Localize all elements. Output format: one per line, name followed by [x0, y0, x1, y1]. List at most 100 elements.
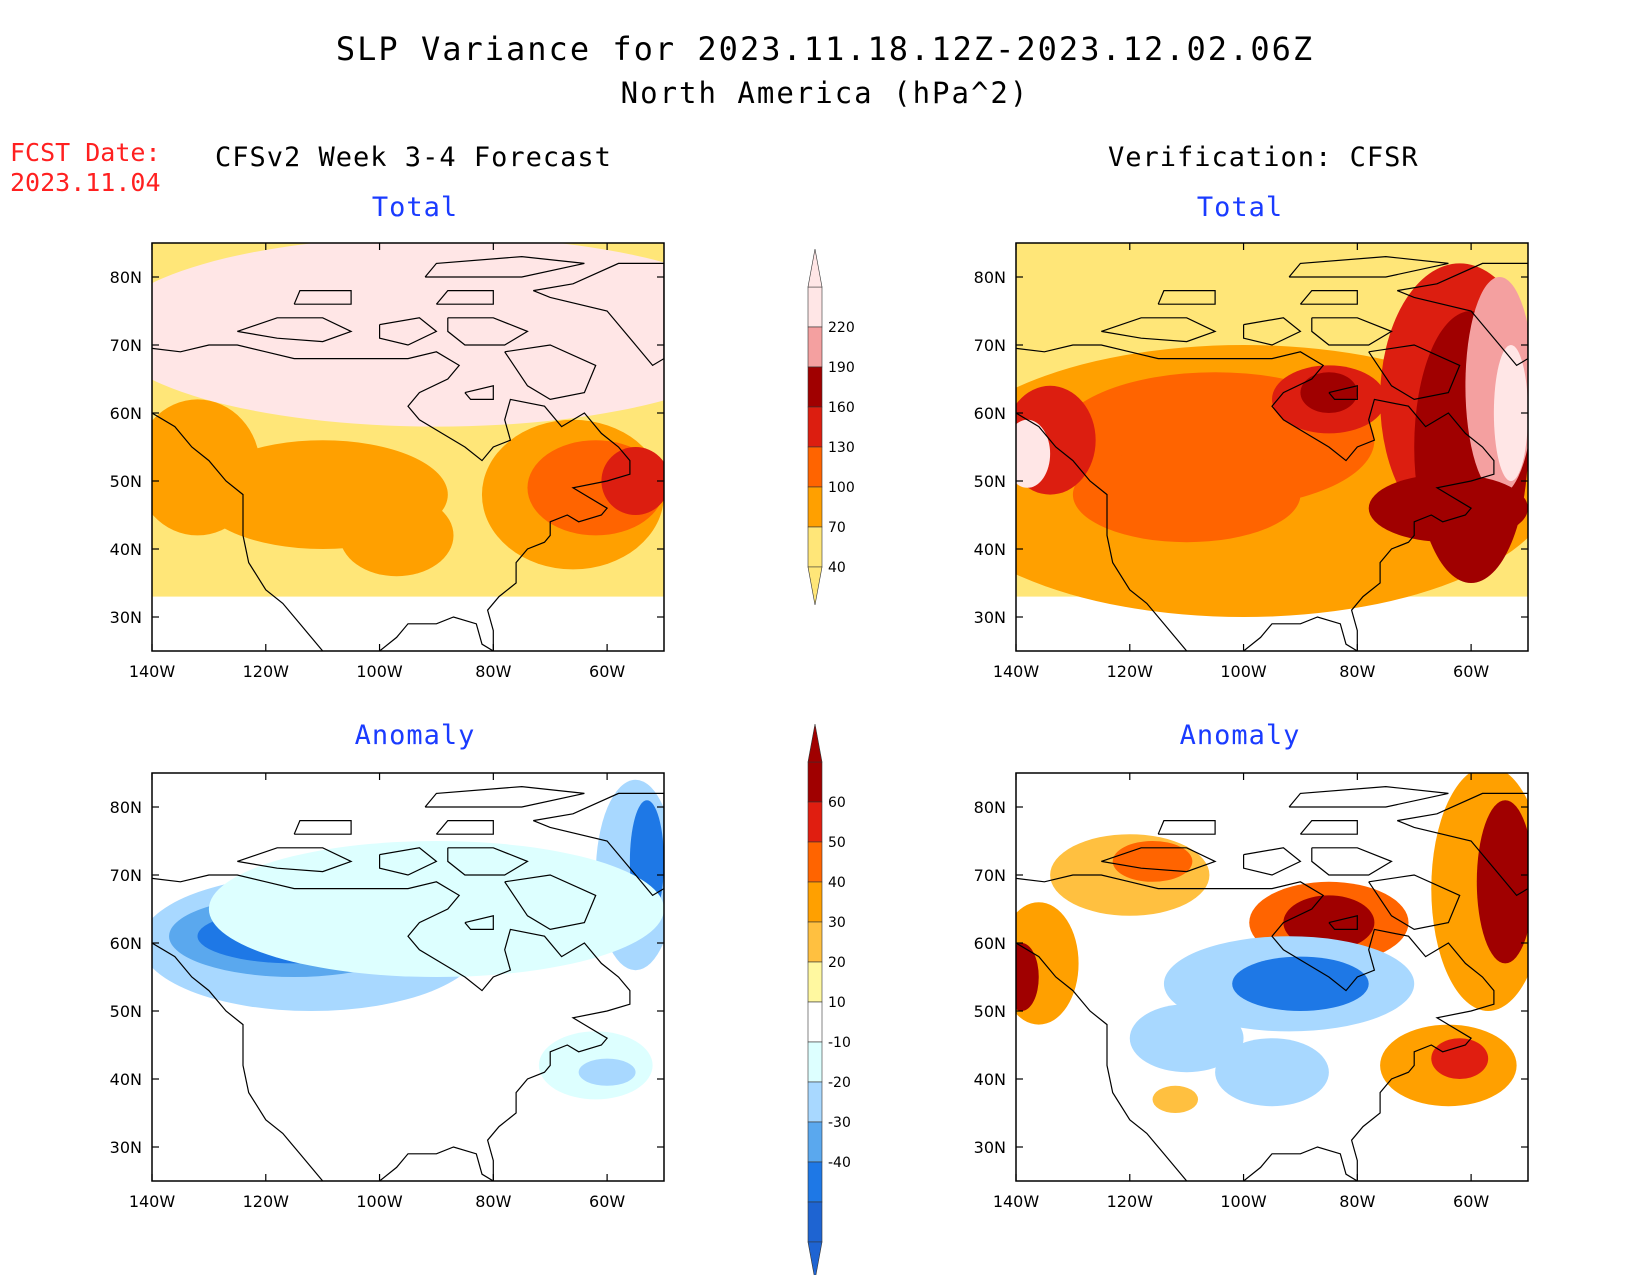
coastlines	[152, 785, 664, 1181]
lon-tick-label: 140W	[993, 662, 1040, 681]
map-panel-forecast-total: 140W 120W 100W 80W 60W 80N 70N 60N 50N 40N 30N	[110, 242, 665, 681]
lat-tick-label: 70N	[110, 336, 142, 355]
lat-tick-label: 40N	[110, 540, 142, 559]
coastline-island	[435, 290, 494, 305]
colorbar-swatch	[807, 1121, 823, 1163]
coastline-island	[1299, 290, 1358, 305]
coastline-island	[464, 915, 494, 931]
fcst-date-block: FCST Date: 2023.11.04	[10, 138, 161, 198]
colorbar-swatch	[807, 1041, 823, 1083]
shaded-field	[152, 243, 664, 651]
panel-title-forecast-anomaly: Anomaly	[354, 720, 476, 751]
shaded-region	[152, 399, 261, 536]
lat-tick-label: 70N	[974, 866, 1006, 885]
coastline-island	[293, 819, 352, 835]
lon-tick-label: 120W	[243, 662, 290, 681]
shaded-region	[1431, 1038, 1489, 1079]
lon-tick-label: 120W	[1107, 662, 1154, 681]
panel-title-verification-total: Total	[1196, 192, 1284, 223]
coastline-island	[504, 874, 597, 931]
coastline-island	[1311, 847, 1393, 876]
colorbar-swatch	[807, 486, 823, 528]
lon-tick-label: 140W	[129, 662, 176, 681]
lon-tick-label: 100W	[356, 1192, 403, 1211]
shaded-region	[1072, 447, 1301, 543]
colorbar-swatch	[807, 1201, 823, 1243]
lon-tick-label: 60W	[1453, 1192, 1489, 1211]
lon-tick-label: 60W	[1453, 662, 1489, 681]
lon-tick-label: 120W	[243, 1192, 290, 1211]
colorbar-swatch	[807, 921, 823, 963]
lat-tick-label: 40N	[110, 1070, 142, 1089]
lon-tick-label: 140W	[129, 1192, 176, 1211]
lon-tick-label: 100W	[1220, 662, 1267, 681]
map-panel-verification-total: 140W 120W 100W 80W 60W 80N 70N 60N 50N 40N 30N	[974, 242, 1529, 681]
lat-tick-label: 80N	[974, 798, 1006, 817]
colorbar-swatch	[807, 801, 823, 843]
coastline-island	[1368, 344, 1461, 401]
colorbar-label: -10	[828, 1035, 851, 1051]
lat-tick-label: 60N	[110, 934, 142, 953]
lat-tick-label: 50N	[974, 472, 1006, 491]
colorbar-label: 130	[828, 440, 855, 456]
colorbar-swatch	[807, 366, 823, 408]
lat-tick-label: 80N	[974, 268, 1006, 287]
map-frame	[151, 772, 665, 1182]
lon-tick-label: 80W	[1339, 662, 1375, 681]
lon-tick-label: 60W	[589, 1192, 625, 1211]
shaded-region	[152, 243, 664, 427]
lat-tick-label: 30N	[110, 608, 142, 627]
coastline-island	[379, 317, 438, 346]
coastline-island	[1101, 847, 1217, 873]
shaded-region	[339, 494, 454, 577]
fcst-date-label: FCST Date:	[10, 138, 161, 167]
colorbar-label: -20	[828, 1075, 851, 1091]
coastline-island	[464, 385, 494, 400]
colorbar-bottom-arrow	[807, 1241, 823, 1275]
coastline-island	[1288, 255, 1449, 278]
colorbar-anomaly: 60 50 40 30 20 10 -10 -20 -30 -40	[807, 723, 851, 1275]
colorbar-label: 50	[828, 835, 846, 851]
colorbar-swatch	[807, 881, 823, 923]
colorbar-label: -30	[828, 1115, 851, 1131]
main-subtitle: North America (hPa^2)	[620, 76, 1030, 110]
lat-tick-label: 60N	[974, 934, 1006, 953]
lat-tick-label: 80N	[110, 268, 142, 287]
colorbar-label: 20	[828, 955, 846, 971]
lon-tick-label: 80W	[1339, 1192, 1375, 1211]
colorbar-swatch	[807, 961, 823, 1003]
coastline-island	[435, 819, 494, 835]
lon-tick-label: 80W	[475, 1192, 511, 1211]
colorbar-bottom-arrow	[807, 566, 823, 606]
colorbar-label: -40	[828, 1155, 851, 1171]
coastline-mainland	[152, 344, 631, 651]
lon-tick-label: 80W	[475, 662, 511, 681]
shaded-field	[1016, 243, 1528, 651]
coastline-island	[447, 847, 529, 876]
coastline-island	[1368, 874, 1461, 931]
lat-tick-label: 60N	[110, 404, 142, 423]
coastline-island	[237, 317, 353, 343]
coastline-island	[1288, 785, 1449, 808]
colorbar-label: 160	[828, 400, 855, 416]
coastline-island	[379, 847, 438, 876]
colorbar-swatch	[807, 446, 823, 488]
coastline-island	[1242, 847, 1302, 876]
shaded-region	[1300, 372, 1358, 413]
colorbar-swatch	[807, 286, 823, 328]
coastline-island	[504, 344, 597, 401]
lon-tick-label: 60W	[589, 662, 625, 681]
fcst-date-value: 2023.11.04	[10, 168, 161, 197]
shaded-region	[1016, 943, 1039, 1011]
coastline-greenland	[1396, 792, 1528, 897]
colorbar-label: 220	[828, 320, 855, 336]
coastline-mainland	[1016, 874, 1495, 1181]
coastlines	[152, 255, 664, 651]
coastlines	[1016, 255, 1528, 651]
shaded-field	[1016, 773, 1528, 1113]
colorbar-label: 70	[828, 520, 846, 536]
colorbar-swatch	[807, 1001, 823, 1043]
colorbar-label: 10	[828, 995, 846, 1011]
coastline-island	[1299, 819, 1358, 835]
